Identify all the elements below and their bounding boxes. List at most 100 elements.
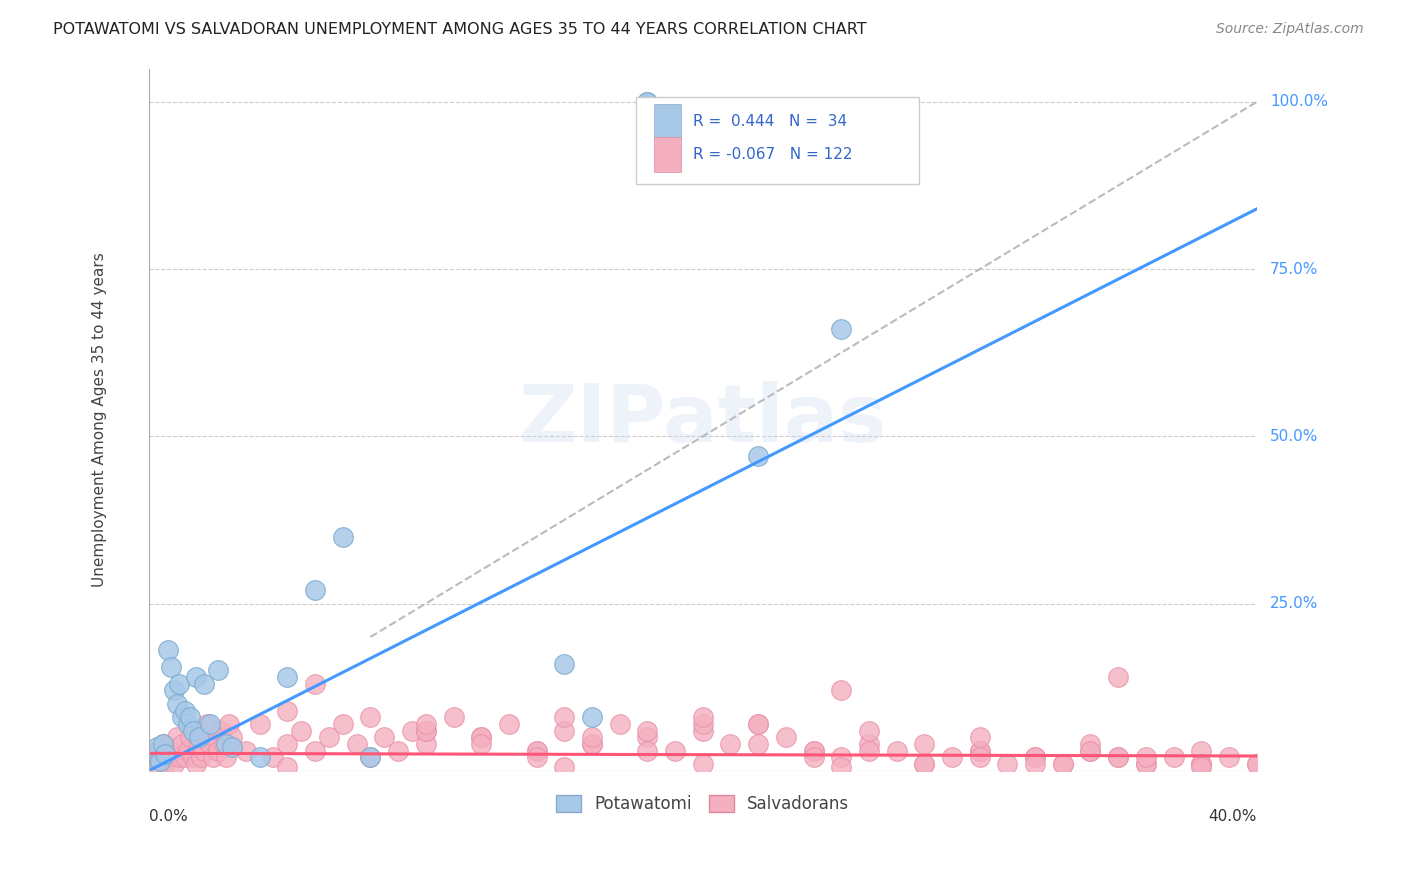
Point [1080,744,1102,758]
Point [155,747,177,761]
Point [166,731,188,745]
Point [636,95,658,109]
Point [204,731,226,745]
Point [304,677,326,691]
Point [803,744,825,758]
Point [470,731,492,745]
Point [215,750,238,764]
Point [858,744,880,758]
Point [187,737,209,751]
Point [221,731,243,745]
Point [173,750,195,764]
Point [969,750,991,764]
Point [276,670,298,684]
Point [1024,757,1046,772]
Point [912,737,935,751]
Point [160,660,183,674]
Point [149,750,172,764]
Point [581,737,603,751]
Point [636,744,658,758]
Point [912,757,935,772]
FancyBboxPatch shape [637,96,918,185]
Point [609,717,631,731]
Point [692,723,714,738]
Text: 0.0%: 0.0% [149,809,187,824]
Text: 75.0%: 75.0% [1270,261,1319,277]
Point [163,757,186,772]
Point [332,717,354,731]
Point [553,723,575,738]
Point [169,750,191,764]
Point [169,677,191,691]
Point [1080,744,1102,758]
Point [747,450,769,464]
Text: R =  0.444   N =  34: R = 0.444 N = 34 [693,113,846,128]
Point [181,750,204,764]
Point [166,697,188,711]
Point [187,731,209,745]
Point [997,757,1019,772]
Point [401,723,423,738]
Point [636,731,658,745]
Point [181,723,204,738]
Point [176,744,198,758]
Point [664,744,686,758]
Text: 50.0%: 50.0% [1270,429,1319,444]
Point [858,723,880,738]
Point [190,750,212,764]
Point [1107,750,1129,764]
Point [318,731,340,745]
Point [346,737,368,751]
Point [886,744,908,758]
Point [720,737,742,751]
Point [498,717,520,731]
Point [172,710,194,724]
Point [157,750,180,764]
Point [218,717,240,731]
Point [359,750,381,764]
Point [1189,757,1212,772]
Point [1246,757,1268,772]
Point [163,683,186,698]
Point [359,710,381,724]
Text: R = -0.067   N = 122: R = -0.067 N = 122 [693,147,852,162]
Point [692,717,714,731]
Point [1189,757,1212,772]
Point [1052,757,1074,772]
Point [692,710,714,724]
Text: 40.0%: 40.0% [1208,809,1257,824]
Point [1135,757,1157,772]
FancyBboxPatch shape [654,103,681,139]
Point [198,717,221,731]
Point [1024,750,1046,764]
Point [747,717,769,731]
Point [146,744,169,758]
Legend: Potawatomi, Salvadorans: Potawatomi, Salvadorans [550,789,856,820]
Point [176,717,198,731]
Point [209,723,232,738]
Point [290,723,312,738]
Point [830,760,852,774]
Point [941,750,963,764]
Point [173,704,195,718]
Point [581,731,603,745]
Point [1107,670,1129,684]
Point [141,747,163,761]
Point [172,737,194,751]
Point [276,704,298,718]
Point [470,731,492,745]
Text: ZIPatlas: ZIPatlas [519,381,887,458]
Point [184,670,207,684]
Point [198,737,221,751]
Point [692,757,714,772]
Point [201,750,224,764]
Point [830,322,852,336]
Point [152,737,174,751]
Point [526,744,548,758]
Point [184,757,207,772]
Point [212,737,235,751]
Point [581,737,603,751]
Point [1135,757,1157,772]
Point [526,750,548,764]
Point [415,723,437,738]
